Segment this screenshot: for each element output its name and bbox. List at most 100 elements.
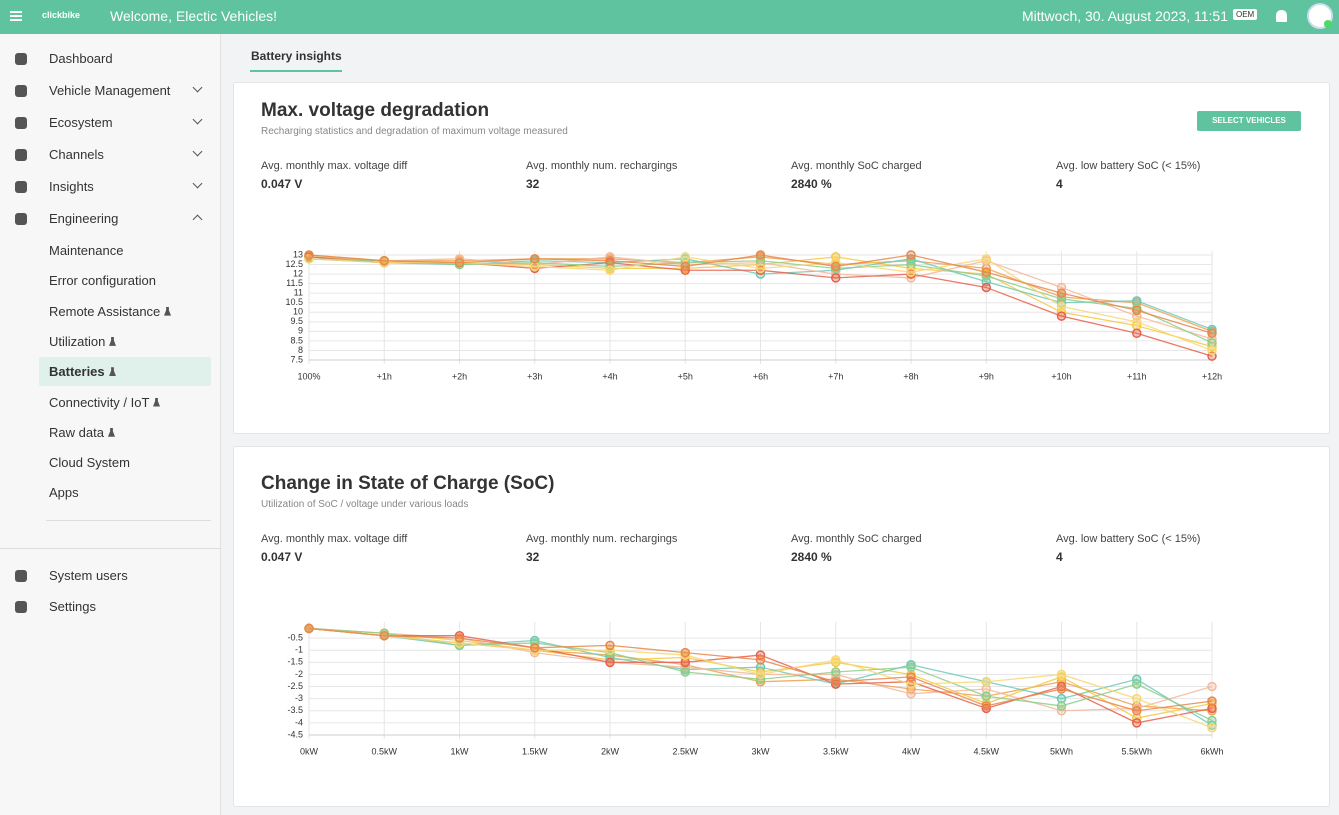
stat-value: 2840 % <box>791 550 832 564</box>
x-tick-label: +7h <box>828 371 843 381</box>
x-tick-label: +10h <box>1051 371 1071 381</box>
x-tick-label: +9h <box>979 371 994 381</box>
nav-item[interactable]: Settings <box>49 599 96 614</box>
chevron <box>192 214 203 225</box>
data-point <box>906 250 916 260</box>
nav-icon <box>15 53 27 65</box>
data-point <box>981 267 991 277</box>
stat-label: Avg. monthly num. rechargings <box>526 533 678 545</box>
chevron <box>192 146 203 157</box>
y-tick-label: 11.5 <box>286 278 303 288</box>
x-tick-label: 5.5kWh <box>1121 746 1152 756</box>
data-point <box>454 633 465 643</box>
data-point <box>906 689 916 699</box>
nav-icon <box>15 213 27 225</box>
y-tick-label: -0.5 <box>287 632 303 642</box>
data-point <box>831 273 841 283</box>
data-point <box>906 259 916 270</box>
data-point <box>831 261 841 272</box>
data-point <box>1132 305 1142 316</box>
status-dot <box>1324 20 1332 28</box>
beta-icon <box>109 336 116 346</box>
data-point <box>530 254 540 264</box>
card-subtitle: Utilization of SoC / voltage under vario… <box>261 499 469 510</box>
card <box>233 446 1330 807</box>
badge[interactable]: OEM <box>1233 9 1258 20</box>
x-tick-label: +11h <box>1127 371 1147 381</box>
data-point <box>1207 328 1217 339</box>
y-tick-label: 12 <box>293 268 303 278</box>
avatar[interactable] <box>1307 3 1333 29</box>
x-tick-label: 2.5kW <box>672 746 698 756</box>
menu-button[interactable] <box>10 11 22 13</box>
nav-sub-item[interactable]: Maintenance <box>49 243 124 258</box>
nav-icon <box>15 149 27 161</box>
stat-label: Avg. low battery SoC (< 15%) <box>1056 533 1201 545</box>
notifications[interactable] <box>1276 10 1287 22</box>
data-point <box>304 250 314 260</box>
data-point <box>1207 345 1217 356</box>
beta-icon <box>164 306 171 316</box>
chevron <box>192 178 203 189</box>
nav-item[interactable]: Insights <box>49 179 94 194</box>
nav-sub-item[interactable]: Apps <box>49 485 79 501</box>
series-line <box>308 627 1213 724</box>
y-tick-label: 10.5 <box>285 297 303 307</box>
data-point <box>755 669 766 680</box>
nav-sub-item[interactable]: Cloud System <box>49 455 130 471</box>
tab-underline <box>250 70 342 72</box>
data-point <box>906 672 916 682</box>
x-tick-label: +12h <box>1202 371 1222 381</box>
x-tick-label: 4.5kW <box>973 746 999 756</box>
nav-sub-item[interactable]: Remote Assistance <box>49 303 161 319</box>
series-line <box>308 627 1213 729</box>
nav-item[interactable]: Dashboard <box>49 51 113 66</box>
nav-icon <box>15 117 27 129</box>
data-point <box>1056 684 1067 694</box>
nav-item[interactable]: System users <box>49 568 128 583</box>
data-point <box>1132 718 1142 728</box>
nav-sub-item[interactable]: Error configuration <box>49 273 156 289</box>
x-tick-label: 5kWh <box>1050 746 1073 756</box>
nav-sub-item[interactable]: Utilization <box>49 333 106 349</box>
y-tick-label: -1 <box>295 645 303 655</box>
x-tick-label: 1kW <box>451 746 470 756</box>
tab[interactable]: Battery insights <box>251 49 342 63</box>
data-point <box>755 655 766 665</box>
x-tick-label: +6h <box>753 371 768 381</box>
x-tick-label: +5h <box>678 371 693 381</box>
nav-sub-item[interactable]: Connectivity / IoT <box>49 394 150 410</box>
data-point <box>304 623 314 634</box>
x-tick-label: +4h <box>602 371 617 381</box>
data-point <box>831 655 841 665</box>
stat-value: 4 <box>1056 177 1063 191</box>
data-point <box>755 250 766 260</box>
data-point <box>981 282 991 293</box>
stat-value: 2840 % <box>791 177 832 191</box>
x-tick-label: +1h <box>377 371 392 381</box>
select-vehicles-button[interactable]: SELECT VEHICLES <box>1197 111 1301 131</box>
stat-value: 32 <box>526 550 540 564</box>
stat-value: 4 <box>1056 550 1063 564</box>
nav-item[interactable]: Ecosystem <box>49 115 113 130</box>
nav-item[interactable]: Channels <box>49 147 104 162</box>
data-point <box>680 261 690 272</box>
data-point <box>1132 679 1142 689</box>
stat-label: Avg. monthly max. voltage diff <box>261 533 408 545</box>
data-point <box>981 701 991 711</box>
data-point <box>1056 701 1067 711</box>
beta-icon <box>108 427 115 437</box>
data-point <box>1207 681 1217 692</box>
nav-sub-item[interactable]: Batteries <box>49 364 105 380</box>
chevron <box>192 82 203 93</box>
nav-sub-item[interactable]: Raw data <box>49 424 104 440</box>
data-point <box>1132 706 1142 716</box>
stat-value: 32 <box>526 177 540 191</box>
data-point <box>1132 693 1142 704</box>
nav-item[interactable]: Engineering <box>49 211 119 226</box>
data-point <box>605 657 615 668</box>
series-line <box>308 254 1213 334</box>
x-tick-label: 2kW <box>601 746 620 756</box>
nav-item[interactable]: Vehicle Management <box>49 83 171 98</box>
